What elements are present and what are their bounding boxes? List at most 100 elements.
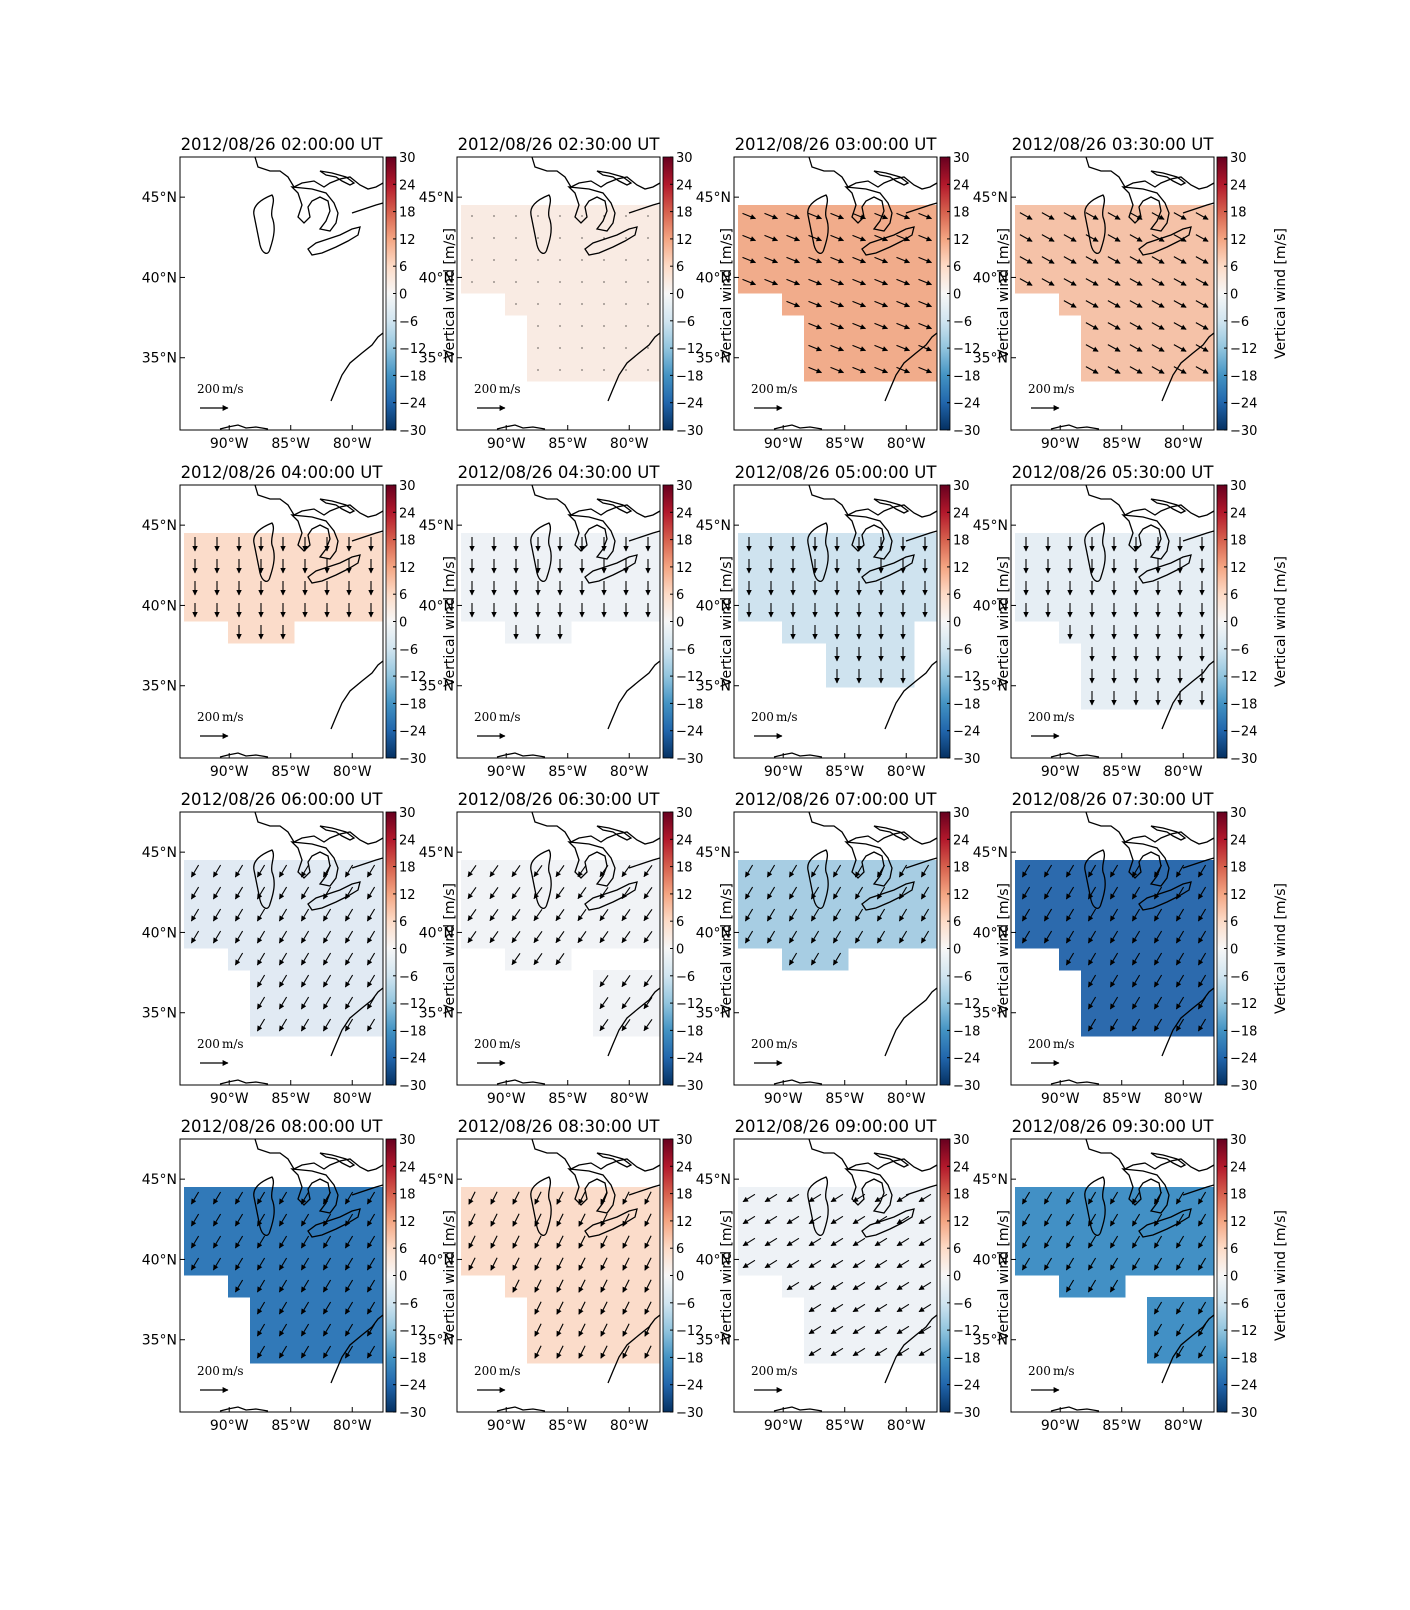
colorbar-label: Vertical wind [m/s]	[996, 228, 1012, 359]
coastline	[905, 202, 938, 214]
lat-tick-label: 45°N	[419, 190, 454, 206]
wind-arrow	[1087, 1018, 1097, 1032]
wind-arrow	[468, 1191, 476, 1205]
coastline	[531, 811, 661, 845]
wind-arrow	[896, 234, 911, 242]
coastline	[1085, 156, 1215, 190]
wind-arrow	[832, 886, 842, 900]
wind-arrow	[874, 212, 889, 220]
wind-arrow	[468, 1235, 476, 1249]
lon-tick-label: 85°W	[825, 1091, 864, 1107]
scale-arrow-label: 200	[474, 710, 497, 724]
colorbar-label: Vertical wind [m/s]	[996, 883, 1012, 1014]
lat-tick-label: 35°N	[419, 1006, 454, 1022]
lat-tick-label: 35°N	[696, 351, 731, 367]
lat-tick-label: 35°N	[419, 1333, 454, 1349]
wind-arrow	[918, 1281, 932, 1291]
lon-tick-label: 80°W	[333, 1091, 372, 1107]
wind-arrow	[1063, 234, 1077, 242]
lon-tick-label: 90°W	[210, 764, 249, 780]
coastline	[844, 186, 893, 232]
colorbar-tick-label: 0	[399, 1270, 407, 1285]
colorbar-tick-label: −30	[399, 1406, 426, 1421]
wind-arrow	[300, 1323, 310, 1337]
wind-arrow	[1107, 344, 1121, 352]
map-frame	[456, 484, 661, 759]
wind-arrow	[489, 886, 499, 900]
colorbar-tick-label: −12	[399, 997, 426, 1012]
colorbar-tick-label: −18	[953, 697, 980, 712]
wind-arrow	[918, 234, 933, 242]
lat-tick-label: 35°N	[142, 1006, 177, 1022]
scale-arrow-label: 200	[751, 1364, 774, 1378]
wind-arrow	[918, 1215, 932, 1225]
wind-arrow	[874, 1347, 888, 1357]
wind-dot	[625, 215, 627, 217]
map-panel: 2012/08/26 03:00:00 UT 90°W 85°W 80°W 45°N 40…	[696, 135, 1012, 452]
wind-field	[184, 533, 383, 644]
wind-arrow	[786, 1281, 800, 1291]
wind-arrow	[1175, 930, 1185, 944]
wind-dot	[559, 237, 561, 239]
coastline	[307, 554, 361, 584]
wind-arrow	[489, 864, 499, 878]
wind-arrow	[832, 908, 842, 922]
wind-dot	[515, 303, 517, 305]
wind-arrow	[322, 952, 332, 966]
colorbar-tick-label: 6	[676, 260, 684, 275]
wind-dot	[471, 259, 473, 261]
coastline	[1121, 841, 1170, 887]
wind-arrow	[366, 952, 376, 966]
wind-arrow	[896, 1259, 910, 1269]
colorbar-tick-label: 0	[1230, 288, 1238, 303]
wind-arrow	[1173, 212, 1187, 220]
wind-arrow	[1153, 1018, 1163, 1032]
wind-arrow	[788, 908, 798, 922]
colorbar-tick-label: 0	[399, 288, 407, 303]
wind-arrow	[256, 1213, 266, 1227]
colorbar-tick-label: 0	[953, 288, 961, 303]
colorbar-tick-label: −12	[399, 1324, 426, 1339]
wind-arrow	[810, 952, 820, 966]
colorbar-tick-label: 30	[676, 806, 693, 821]
wind-arrow	[511, 930, 521, 944]
wind-arrow	[1131, 1235, 1141, 1249]
colorbar-tick-label: 0	[1230, 616, 1238, 631]
coastline	[861, 554, 915, 584]
coastline	[253, 849, 275, 909]
wind-arrow	[533, 886, 543, 900]
wind-arrow	[764, 256, 779, 264]
wind-arrow	[1109, 952, 1119, 966]
coastline	[861, 881, 915, 911]
lon-tick-label: 80°W	[610, 436, 649, 452]
wind-dot	[537, 369, 539, 371]
lon-tick-label: 90°W	[210, 436, 249, 452]
wind-arrow	[1197, 952, 1207, 966]
wind-arrow	[1129, 366, 1143, 374]
wind-arrow	[344, 1191, 354, 1205]
wind-dot	[647, 237, 649, 239]
wind-arrow	[344, 908, 354, 922]
wind-arrow	[256, 1345, 266, 1359]
colorbar-tick-label: −12	[1230, 342, 1257, 357]
wind-dot	[603, 259, 605, 261]
wind-arrow	[322, 974, 332, 988]
wind-dot	[647, 325, 649, 327]
wind-arrow	[256, 864, 266, 878]
wind-arrow	[766, 886, 776, 900]
colorbar-tick-label: −30	[399, 1079, 426, 1094]
wind-arrow	[600, 1279, 608, 1293]
wind-arrow	[1195, 366, 1209, 374]
wind-dot	[537, 237, 539, 239]
wind-arrow	[278, 1213, 288, 1227]
lon-tick-label: 90°W	[1041, 1418, 1080, 1434]
wind-arrow	[898, 864, 908, 878]
coastline	[307, 226, 361, 256]
wind-arrow	[533, 930, 543, 944]
coastline	[807, 1176, 829, 1236]
coastline	[873, 1152, 910, 1168]
coastline	[1161, 660, 1215, 730]
lon-tick-label: 85°W	[271, 436, 310, 452]
lon-tick-label: 80°W	[887, 436, 926, 452]
wind-arrow	[1065, 908, 1075, 922]
